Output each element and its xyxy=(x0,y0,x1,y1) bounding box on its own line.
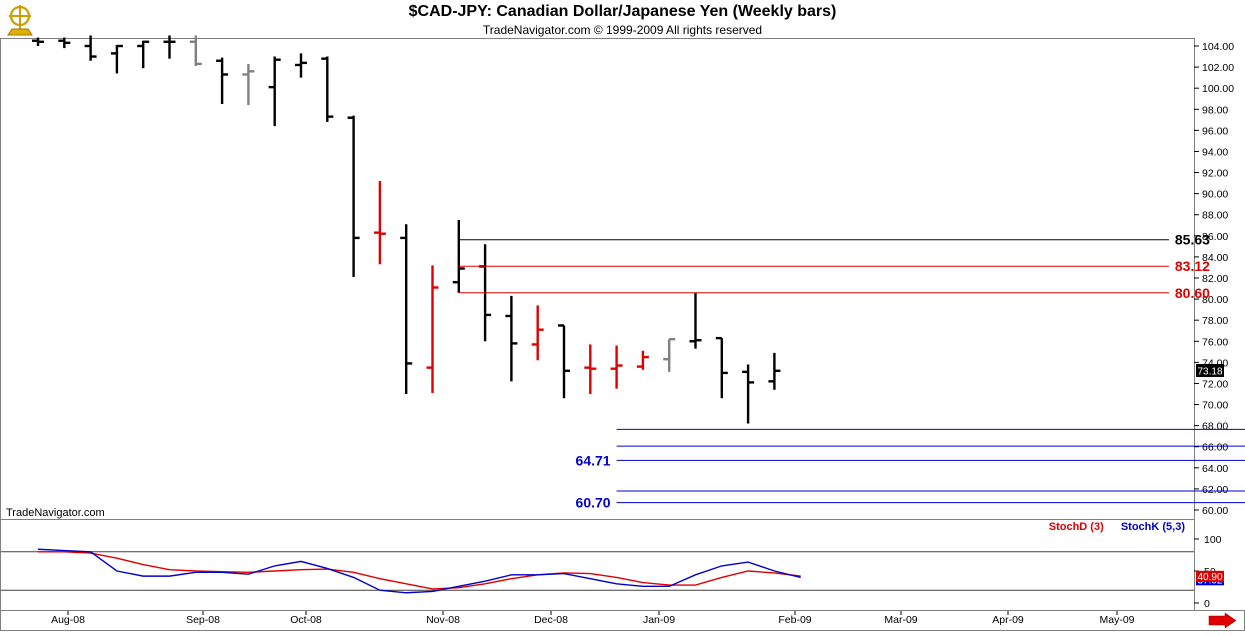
ohlc-bar xyxy=(663,337,676,372)
ohlc-bar xyxy=(636,350,649,370)
time-tick-label: Apr-09 xyxy=(992,614,1024,626)
ohlc-bar xyxy=(189,35,202,67)
ohlc-bar xyxy=(84,35,97,61)
price-tick-label: 86.00 xyxy=(1202,231,1228,243)
stoch-d-value: 40.90 xyxy=(1197,572,1222,583)
ohlc-bar xyxy=(610,345,623,389)
price-tick-label: 88.00 xyxy=(1202,210,1228,222)
fib-level-label: 80.60 xyxy=(1175,285,1210,301)
price-tick-label: 98.00 xyxy=(1202,104,1228,116)
ohlc-bar xyxy=(268,56,281,127)
indicator-legend: StochD (3) StochK (5,3) xyxy=(1049,521,1185,533)
time-tick-label: Jan-09 xyxy=(643,614,675,626)
ohlc-bar xyxy=(584,344,597,394)
ohlc-bar xyxy=(347,115,360,277)
price-tick-label: 72.00 xyxy=(1202,378,1228,390)
time-tick-label: Sep-08 xyxy=(186,614,220,626)
price-tick-label: 78.00 xyxy=(1202,315,1228,327)
price-tick-label: 94.00 xyxy=(1202,146,1228,158)
price-axis: 104.00 102.00 100.00 98.00 96.00 94.00 92.00 90… xyxy=(1194,41,1234,517)
ohlc-bars xyxy=(32,35,781,424)
ohlc-bar xyxy=(32,37,44,46)
time-tick-label: Oct-08 xyxy=(290,614,322,626)
ohlc-bar xyxy=(558,324,570,399)
time-tick-label: May-09 xyxy=(1099,614,1134,626)
price-tick-label: 66.00 xyxy=(1202,442,1228,454)
trade-navigator-logo-icon xyxy=(4,3,36,37)
price-tick-label: 70.00 xyxy=(1202,400,1228,412)
price-tick-label: 84.00 xyxy=(1202,252,1228,264)
price-tick-label: 60.00 xyxy=(1202,505,1228,517)
ohlc-bar xyxy=(163,35,176,59)
price-tick-label: 100.00 xyxy=(1202,83,1234,95)
ohlc-bar xyxy=(110,44,123,74)
last-price-marker: 73.18 xyxy=(1196,364,1224,378)
price-tick-label: 62.00 xyxy=(1202,484,1228,496)
ohlc-bar xyxy=(58,37,71,49)
stoch-d-legend: StochD (3) xyxy=(1048,521,1104,533)
ohlc-bar xyxy=(137,40,150,69)
price-tick-label: 96.00 xyxy=(1202,125,1228,137)
fib-level-label: 83.12 xyxy=(1175,258,1210,274)
ohlc-bar xyxy=(689,292,702,349)
price-tick-label: 90.00 xyxy=(1202,189,1228,201)
price-tick-label: 82.00 xyxy=(1202,273,1228,285)
watermark-text: TradeNavigator.com xyxy=(6,507,105,519)
time-tick-label: Aug-08 xyxy=(51,614,85,626)
price-tick-label: 80.00 xyxy=(1202,294,1228,306)
fib-level-label: 64.71 xyxy=(576,452,611,468)
indicator-tick-label: 100 xyxy=(1204,534,1222,546)
price-tick-label: 102.00 xyxy=(1202,62,1234,74)
price-tick-label: 76.00 xyxy=(1202,336,1228,348)
last-price-box xyxy=(1196,364,1224,377)
ohlc-bar xyxy=(715,336,728,399)
ohlc-bar xyxy=(373,180,386,265)
ohlc-bar xyxy=(426,265,439,393)
ohlc-bar xyxy=(505,295,518,382)
ohlc-bar xyxy=(452,220,465,293)
ohlc-bar xyxy=(321,56,334,122)
indicator-tick-label: 0 xyxy=(1204,598,1210,610)
ohlc-bar xyxy=(531,305,544,361)
ohlc-bar xyxy=(768,352,781,390)
ohlc-bar xyxy=(242,63,255,106)
price-tick-label: 64.00 xyxy=(1202,463,1228,475)
ohlc-bar xyxy=(400,224,413,394)
time-tick-label: Nov-08 xyxy=(426,614,460,626)
chart-title: $CAD-JPY: Canadian Dollar/Japanese Yen (… xyxy=(408,3,837,20)
stochastic-panel: 37.0240.90 xyxy=(37,548,1224,594)
chart-copyright: TradeNavigator.com © 1999-2009 All right… xyxy=(482,23,763,37)
time-tick-label: Feb-09 xyxy=(778,614,811,626)
ohlc-bar xyxy=(295,53,307,78)
price-tick-label: 104.00 xyxy=(1202,41,1234,53)
last-price-label: 73.18 xyxy=(1197,367,1222,378)
fib-level-label: 85.63 xyxy=(1175,232,1210,248)
ohlc-bar xyxy=(742,364,755,424)
price-tick-label: 68.00 xyxy=(1202,421,1228,433)
time-tick-label: Dec-08 xyxy=(534,614,568,626)
scroll-right-arrow[interactable] xyxy=(1208,612,1237,629)
stoch-d-value-box xyxy=(1196,570,1224,582)
stoch-k-line xyxy=(37,548,801,594)
stoch-k-legend: StochK (5,3) xyxy=(1120,521,1185,533)
price-tick-label: 92.00 xyxy=(1202,168,1228,180)
ohlc-bar xyxy=(216,57,229,104)
fib-level-label: 60.70 xyxy=(576,495,611,511)
time-tick-label: Mar-09 xyxy=(884,614,917,626)
time-axis: Aug-08 Sep-08 Oct-08 Nov-08 Dec-08 Jan-09 Feb-… xyxy=(51,611,1135,626)
